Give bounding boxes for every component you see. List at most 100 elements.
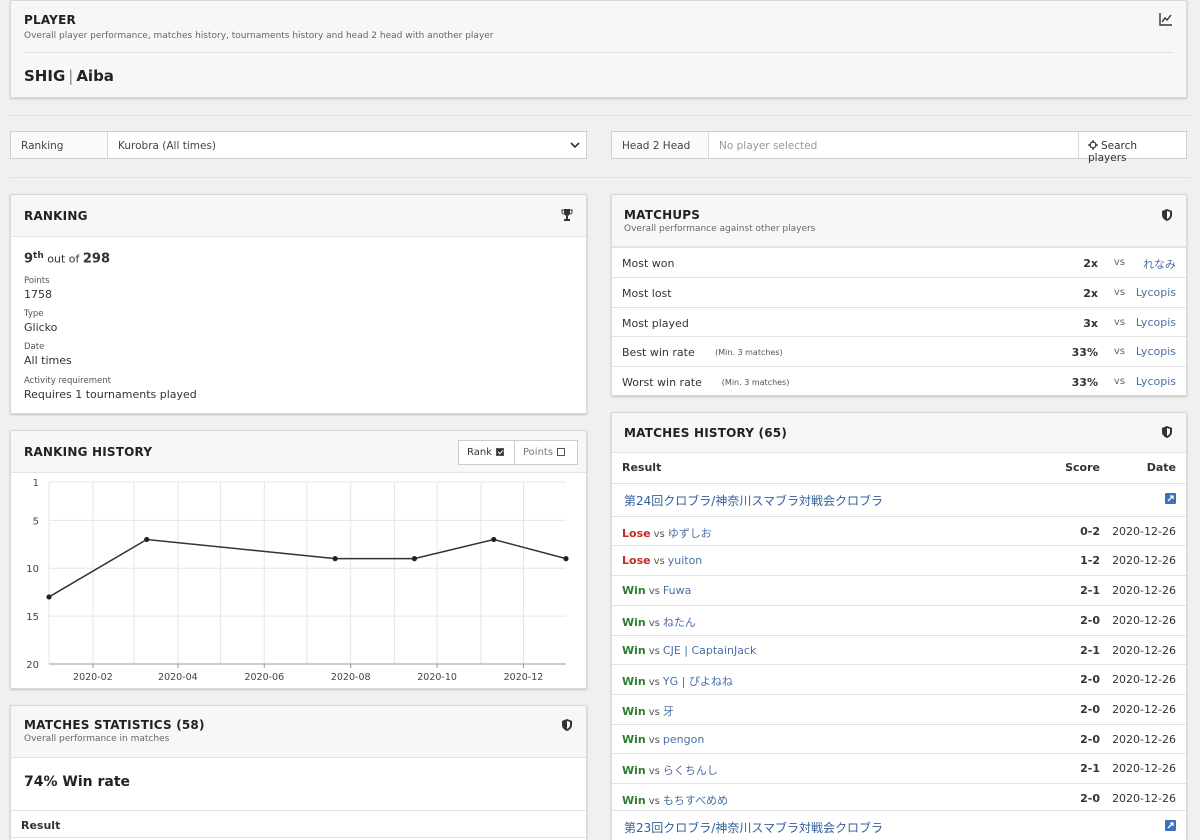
result-label: Win [622,615,646,629]
tournament-row[interactable]: 第23回クロブラ/神奈川スマブラ対戦会クロブラ [612,809,1186,840]
ranking-header: RANKING [11,195,586,237]
player-card: PLAYER Overall player performance, match… [10,0,1187,98]
tournament-name-link[interactable]: 第24回クロブラ/神奈川スマブラ対戦会クロブラ [624,494,883,508]
opponent-link[interactable]: CJE | CaptainJack [662,643,757,657]
matchup-label: Most played [622,316,689,330]
match-result: Win vs もちすべめめ [622,792,728,808]
matchups-card: MATCHUPS Overall performance against oth… [611,194,1187,396]
opponent-link[interactable]: らくちんし [662,764,718,778]
rank-data-point[interactable] [411,556,418,562]
rank-toggle[interactable]: Rank [458,440,515,465]
points-toggle-label: Points [523,447,554,458]
rank-total: 298 [82,251,111,267]
points-checkbox[interactable] [557,448,566,456]
match-date: 2020-12-26 [1112,762,1176,776]
player-name: SHIG | Aiba [24,67,114,85]
opponent-link[interactable]: yuiton [667,554,703,568]
matchup-note: (Min. 3 matches) [715,348,783,358]
matchup-vs: vs [1113,316,1125,328]
result-label: Win [622,675,646,689]
match-date: 2020-12-26 [1112,584,1176,598]
result-label: Win [622,584,646,598]
vs-label: vs [648,706,660,718]
opponent-link[interactable]: YG | ぴよねね [662,675,733,689]
player-divider [24,52,1173,53]
points-field: Points 1758 [24,276,52,301]
match-row: Win vs らくちんし 2-1 2020-12-26 [612,753,1186,783]
rank-checkbox[interactable] [496,448,504,456]
matchup-label: Best win rate [622,346,695,360]
opponent-link[interactable]: もちすべめめ [662,794,729,807]
y-tick-label: 10 [26,564,39,575]
match-score: 2-0 [1080,732,1100,746]
result-column-header: Result [11,810,586,838]
external-link-icon[interactable] [1165,493,1176,504]
date-column-header: Date [1146,461,1176,474]
rank-data-point[interactable] [491,536,497,543]
matchup-row: Best win rate (Min. 3 matches) 33% vs Lycopi… [612,336,1186,366]
opponent-link[interactable]: ねたん [662,615,696,629]
result-label: Win [622,643,646,657]
matchup-count: 2x [1083,286,1098,300]
result-label: Win [622,704,646,718]
ranking-title: RANKING [24,209,88,223]
matchup-count: 33% [1071,376,1098,390]
rank-series-line [48,538,567,598]
points-toggle[interactable]: Points [514,440,578,465]
shield-icon [1162,426,1172,438]
match-date: 2020-12-26 [1112,524,1176,538]
match-score: 2-0 [1080,613,1100,627]
field-value: All times [24,354,72,367]
matchup-player-link[interactable]: Lycopis [1135,375,1176,389]
vs-label: vs [653,556,665,568]
matchup-player-link[interactable]: れなみ [1143,258,1176,271]
rank-data-point[interactable] [46,594,52,600]
tournament-name-link[interactable]: 第23回クロブラ/神奈川スマブラ対戦会クロブラ [624,820,883,835]
matchups-header: MATCHUPS Overall performance against oth… [612,195,1186,247]
x-tick-label: 2020-04 [158,672,198,683]
rank-out-of-text: out of [47,252,80,266]
matchup-player-link[interactable]: Lycopis [1135,345,1176,359]
search-players-label: Search players [1088,140,1138,164]
ranking-position: 9th out of 298 [24,251,110,267]
ranking-history-card: RANKING HISTORY Rank Points 1 5 10 15 20 2020… [10,430,587,689]
matchup-count: 2x [1083,257,1098,270]
external-link-icon[interactable] [1165,819,1176,831]
match-score: 2-0 [1080,702,1100,716]
rank-data-point[interactable] [144,536,150,543]
tournament-row[interactable]: 第24回クロブラ/神奈川スマブラ対戦会クロブラ [612,483,1186,516]
match-statistics-title: MATCHES STATISTICS (58) [24,718,205,732]
match-score: 2-1 [1080,584,1100,598]
opponent-link[interactable]: ゆずしお [667,526,712,540]
matchup-row: Worst win rate (Min. 3 matches) 33% vs Lycop… [612,366,1186,396]
match-statistics-subtitle: Overall performance in matches [24,734,170,744]
opponent-link[interactable]: Fuwa [662,584,692,598]
player-name-separator: | [68,67,74,85]
matchup-label: Most lost [622,286,672,300]
result-label: Lose [622,526,651,540]
chart-line-icon[interactable] [1159,12,1173,26]
matchup-vs: vs [1113,376,1125,388]
match-date: 2020-12-26 [1112,613,1176,627]
date-field: Date All times [24,342,72,367]
search-players-button[interactable]: Search players [1078,132,1186,164]
opponent-link[interactable]: pengon [662,732,705,746]
match-result: Win vs pengon [622,733,704,746]
matchup-vs: vs [1113,257,1125,268]
match-result: Win vs Fuwa [622,584,691,597]
rank-data-point[interactable] [332,556,338,562]
match-result: Win vs YG | ぴよねね [622,673,733,689]
matchup-player-link[interactable]: Lycopis [1135,285,1176,299]
head2head-input[interactable]: No player selected [719,140,818,152]
vs-label: vs [648,734,660,746]
opponent-link[interactable]: 牙 [662,704,674,718]
ranking-select-value[interactable]: Kurobra (All times) [118,140,217,152]
match-score: 0-2 [1080,524,1100,538]
match-score: 2-1 [1080,762,1100,776]
rank-data-point[interactable] [563,556,569,562]
match-row: Win vs もちすべめめ 2-0 2020-12-26 [612,783,1186,813]
match-result: Win vs CJE | CaptainJack [622,644,756,657]
vs-label: vs [648,586,660,598]
ranking-select[interactable]: Ranking Kurobra (All times) [10,131,587,159]
matchup-player-link[interactable]: Lycopis [1135,315,1176,329]
